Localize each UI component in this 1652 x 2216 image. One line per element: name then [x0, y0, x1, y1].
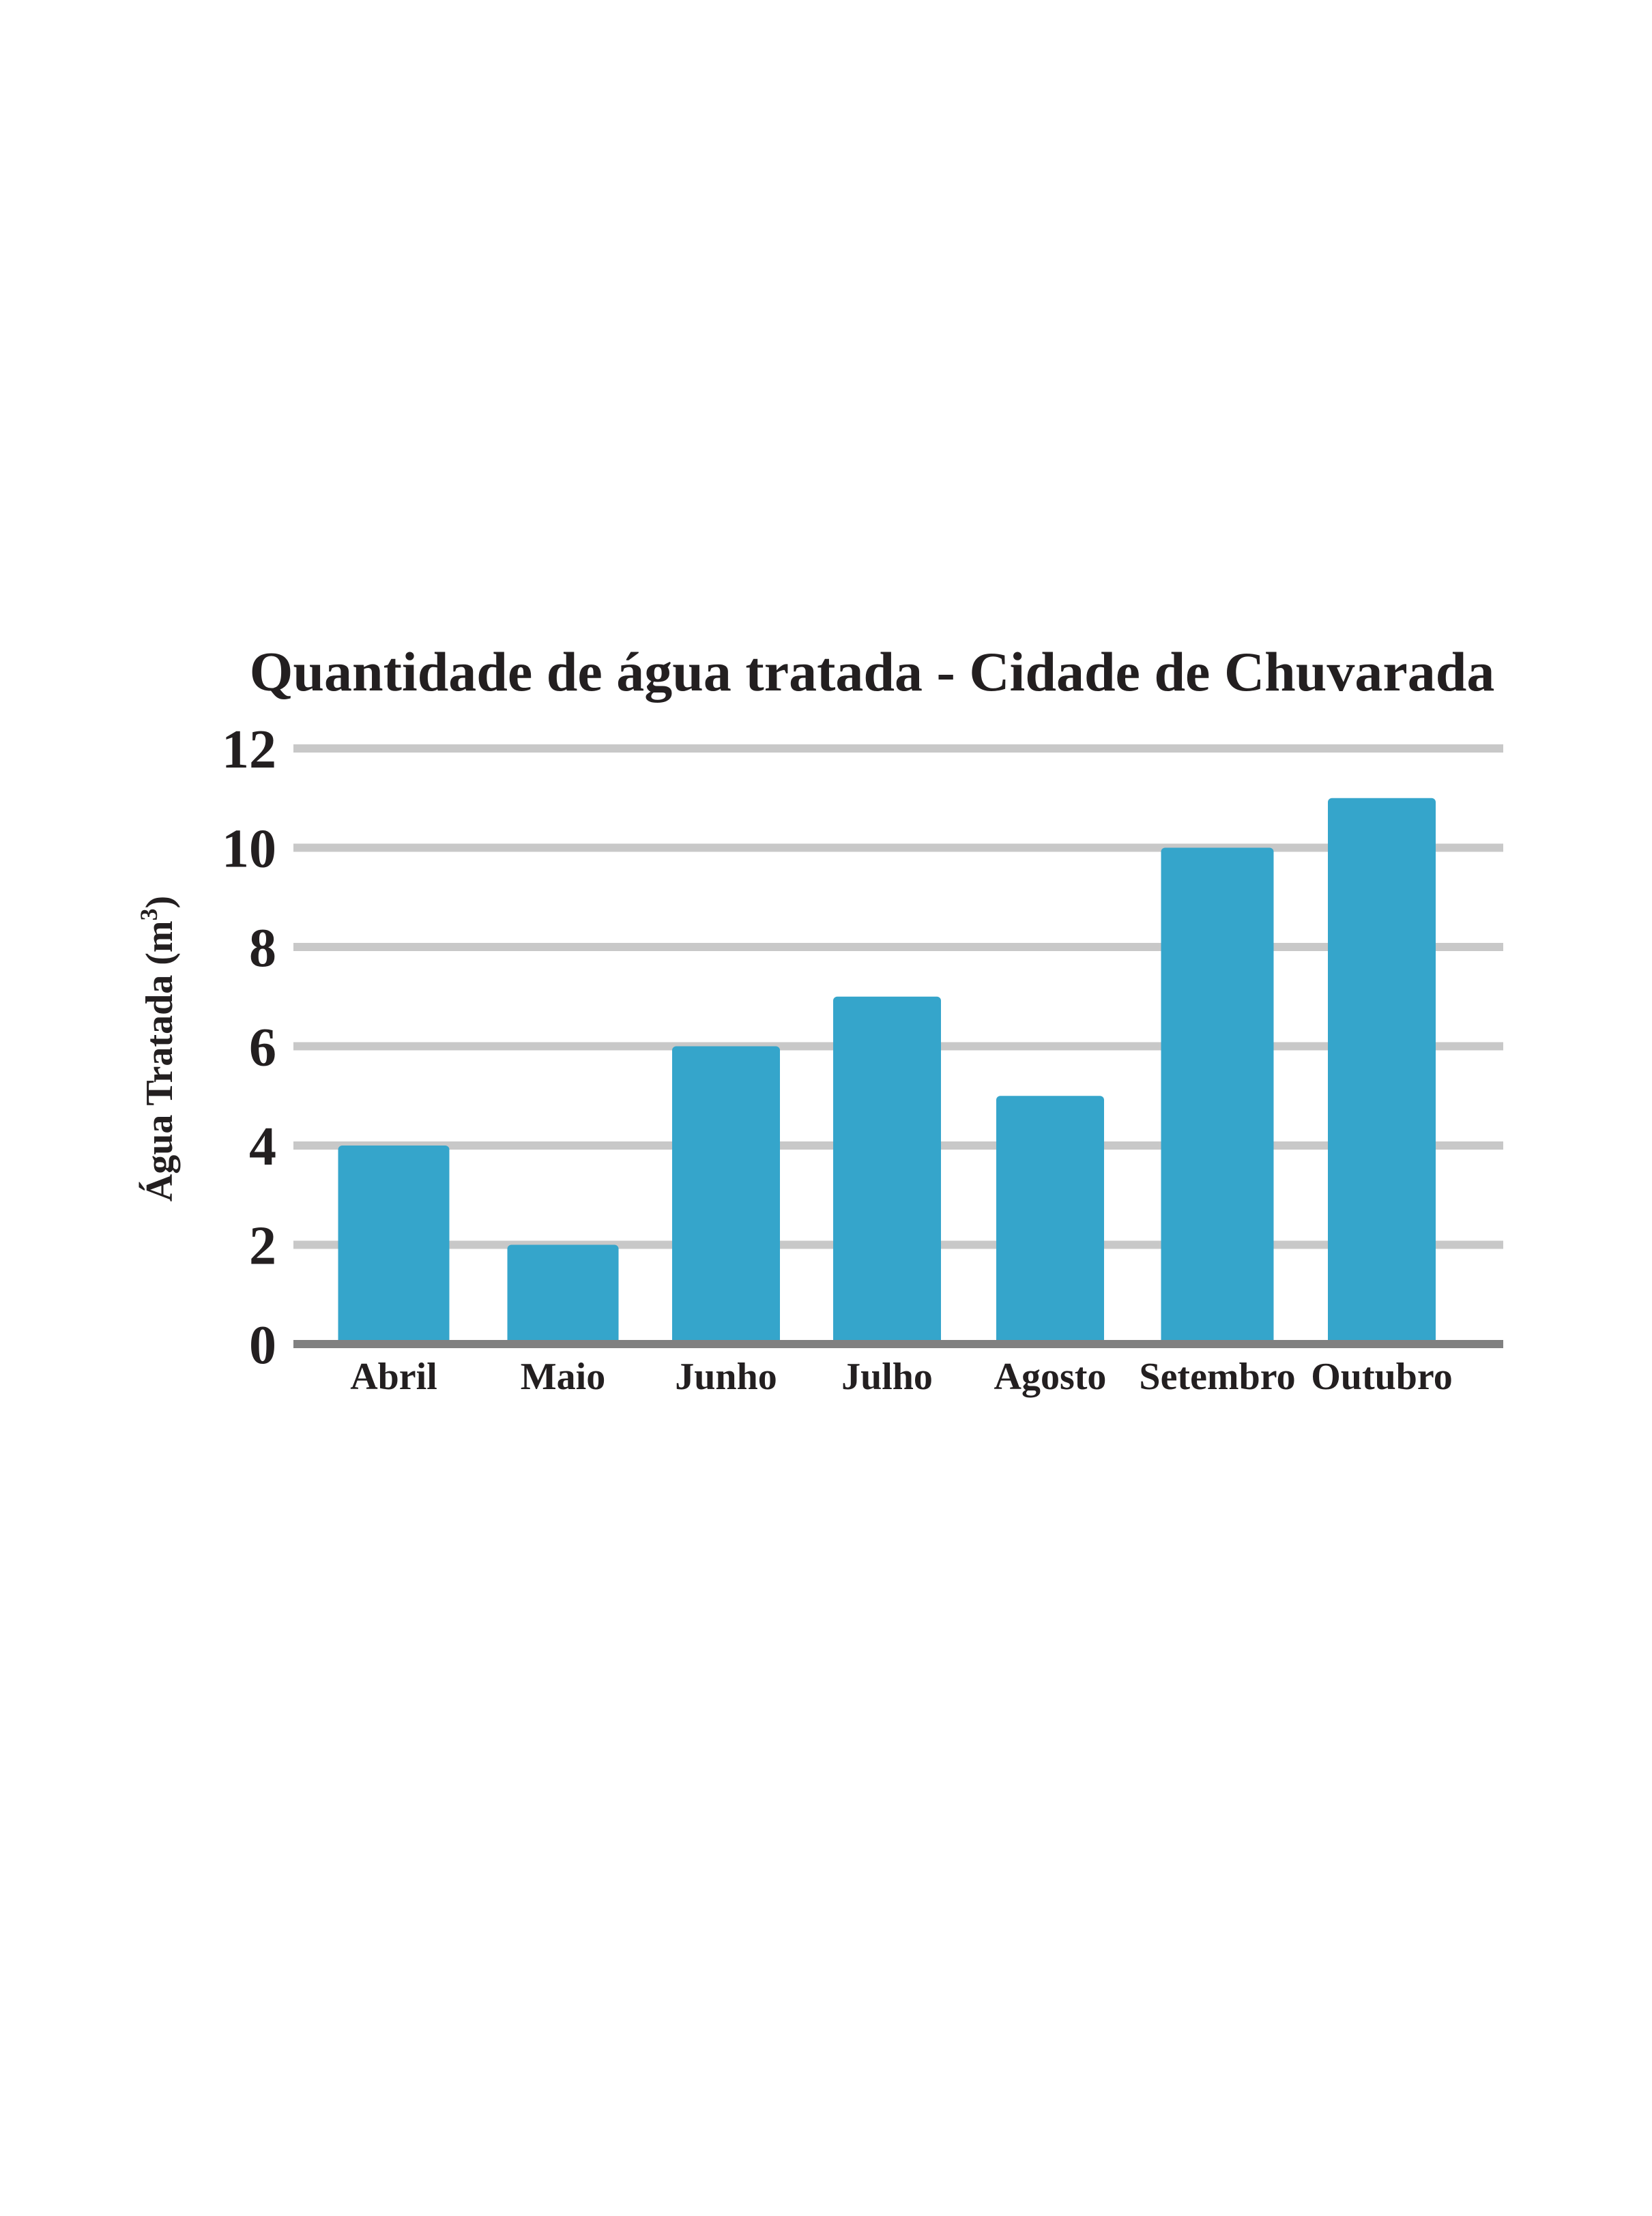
x-axis-labels: Abril Maio Junho Julho Agosto Setembro Outubro	[350, 1356, 1453, 1398]
x-tick-label: Agosto	[994, 1356, 1107, 1398]
bar-outubro	[1328, 798, 1436, 1344]
bar-setembro	[1161, 847, 1274, 1344]
x-tick-label: Setembro	[1139, 1356, 1295, 1398]
bar-maio	[507, 1244, 619, 1344]
x-tick-label: Abril	[350, 1356, 437, 1398]
y-tick-label: 10	[222, 819, 276, 879]
bar-abril	[338, 1146, 450, 1344]
bars	[338, 798, 1436, 1344]
y-tick-label: 12	[222, 720, 276, 780]
y-axis-title-superscript: 3	[135, 908, 162, 920]
y-axis-title: Água Tratada (m3)	[135, 896, 181, 1201]
x-tick-label: Maio	[521, 1356, 605, 1398]
y-tick-label: 6	[249, 1018, 276, 1078]
y-axis-ticks: 0 2 4 6 8 10 12	[222, 720, 276, 1375]
x-tick-label: Julho	[841, 1356, 933, 1398]
y-axis-title-close: )	[139, 896, 181, 909]
chart-title: Quantidade de água tratada - Cidade de C…	[250, 641, 1495, 703]
bar-agosto	[996, 1096, 1104, 1344]
y-tick-label: 4	[249, 1117, 276, 1177]
bar-julho	[833, 996, 941, 1344]
y-tick-label: 0	[249, 1315, 276, 1375]
y-tick-label: 8	[249, 918, 276, 978]
x-tick-label: Outubro	[1311, 1356, 1452, 1398]
y-axis-title-main: Água Tratada (m	[139, 920, 181, 1201]
y-tick-label: 2	[249, 1216, 276, 1277]
x-tick-label: Junho	[675, 1356, 777, 1398]
bar-junho	[672, 1046, 780, 1344]
